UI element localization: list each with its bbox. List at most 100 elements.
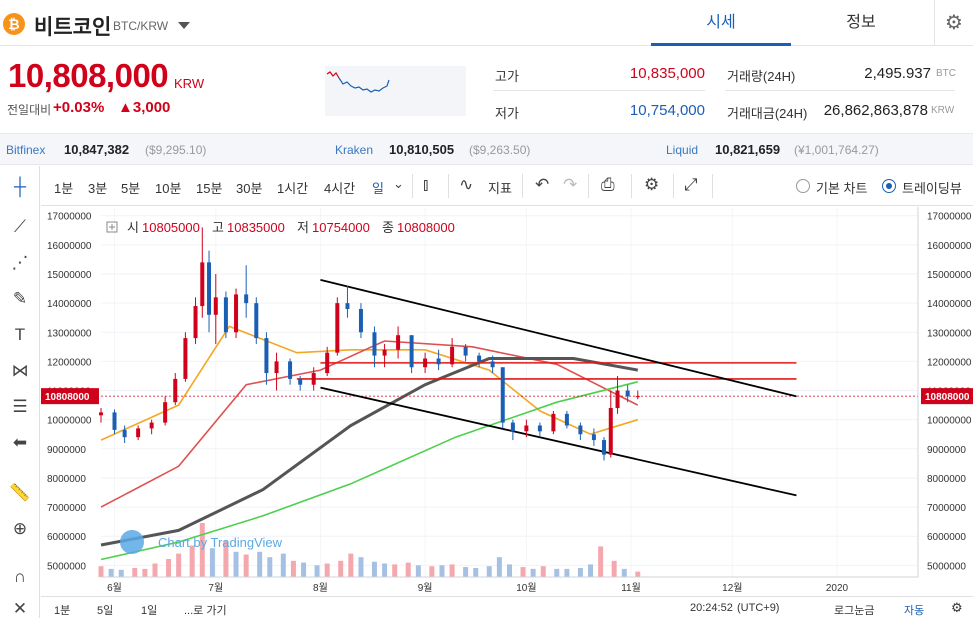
- candle-body: [358, 308, 363, 333]
- volume-bar: [257, 551, 263, 577]
- range-button[interactable]: 5일: [97, 605, 114, 617]
- volume-bar: [223, 541, 229, 577]
- timezone[interactable]: (UTC+9): [737, 602, 780, 614]
- volume-bar: [382, 563, 388, 577]
- indicator-button[interactable]: 지표: [488, 181, 512, 196]
- candlestick-icon[interactable]: ⫾: [423, 175, 429, 194]
- collapse-legend-icon[interactable]: [106, 221, 118, 233]
- trend-line-icon[interactable]: ⟋: [14, 217, 26, 236]
- y-tick-label-right: 17000000: [927, 212, 972, 223]
- range-button[interactable]: 1일: [141, 605, 158, 617]
- coin-pair[interactable]: BTC/KRW: [113, 19, 169, 33]
- candle-body: [524, 425, 529, 432]
- moving-average-line: [100, 340, 639, 508]
- y-tick-label-left: 17000000: [47, 212, 92, 223]
- auto-scale-button[interactable]: 자동: [904, 605, 925, 617]
- candle-body: [602, 440, 607, 455]
- volume-bar: [152, 563, 158, 577]
- candles: [99, 227, 640, 461]
- y-tick-label-left: 12000000: [47, 357, 92, 368]
- exchange-name[interactable]: Liquid: [666, 143, 699, 157]
- toolbar-divider: [673, 174, 674, 198]
- volume-bar: [621, 568, 627, 577]
- candle-body: [200, 262, 205, 307]
- candle-body: [372, 332, 377, 356]
- y-tick-label-right: 13000000: [927, 328, 972, 339]
- x-tick-label: 12월: [722, 582, 742, 594]
- candle-body: [244, 294, 249, 304]
- coin-name[interactable]: 비트코인: [34, 16, 112, 39]
- x-tick-label: 6월: [107, 582, 122, 594]
- exchange-price: 10,847,382: [64, 142, 130, 157]
- tab-price[interactable]: 시세: [651, 0, 791, 46]
- candle-body: [345, 303, 350, 309]
- candle-body: [635, 396, 640, 398]
- tradingview-radio[interactable]: [882, 179, 896, 193]
- redo-icon[interactable]: ↷: [563, 175, 578, 194]
- ruler-icon[interactable]: 📏: [9, 483, 31, 502]
- candle-body: [423, 358, 428, 368]
- basic-chart-label[interactable]: 기본 차트: [816, 181, 868, 196]
- low-label: 저: [297, 220, 309, 235]
- basic-chart-radio[interactable]: [796, 179, 810, 193]
- trend-line: [320, 386, 797, 497]
- candle-body: [288, 361, 293, 379]
- timeframe-10m[interactable]: 10분: [155, 181, 182, 196]
- log-scale-button[interactable]: 로그눈금: [834, 605, 875, 617]
- volume-bar: [392, 564, 398, 577]
- candle-body: [122, 429, 127, 438]
- timeframe-4h[interactable]: 4시간: [324, 181, 356, 196]
- fib-icon[interactable]: ☰: [12, 397, 28, 416]
- hide-drawings-icon[interactable]: ✕: [12, 599, 28, 618]
- turnover-value: 26,862,863,878: [823, 102, 928, 119]
- tab-info[interactable]: 정보: [846, 14, 876, 31]
- y-tick-label-left: 9000000: [47, 445, 86, 456]
- pattern-icon[interactable]: ⋈: [11, 361, 29, 380]
- undo-icon[interactable]: ↶: [535, 175, 550, 194]
- camera-icon[interactable]: ⎙: [601, 175, 615, 194]
- volume-bar: [564, 568, 570, 577]
- magnet-icon[interactable]: ∩: [13, 567, 27, 586]
- settings-icon[interactable]: ⚙: [644, 175, 660, 194]
- chevron-down-icon[interactable]: ⌄: [393, 176, 404, 191]
- indicator-icon[interactable]: ∿: [459, 175, 474, 194]
- volume-bar: [243, 554, 249, 577]
- text-tool-icon[interactable]: T: [14, 325, 26, 344]
- volume-bar: [199, 523, 205, 577]
- fullscreen-icon[interactable]: ⤢: [684, 175, 698, 194]
- timeframe-1m[interactable]: 1분: [54, 181, 74, 196]
- fork-icon[interactable]: ⋰: [11, 253, 29, 272]
- volume-bar: [540, 566, 546, 577]
- tradingview-label[interactable]: 트레이딩뷰: [902, 181, 962, 196]
- timeframe-30m[interactable]: 30분: [236, 181, 263, 196]
- volume-bar: [371, 561, 377, 577]
- timeframe-3m[interactable]: 3분: [88, 181, 108, 196]
- high-value: 10,835,000: [629, 65, 705, 82]
- last-price-label-right: 10808000: [925, 392, 970, 403]
- goto-date-button[interactable]: ...로 가기: [184, 605, 227, 617]
- chevron-down-icon[interactable]: [178, 22, 190, 29]
- zoom-icon[interactable]: ⊕: [12, 519, 28, 538]
- candle-body: [615, 390, 620, 409]
- volume-bar: [338, 560, 344, 577]
- exchange-name[interactable]: Bitfinex: [6, 143, 46, 157]
- moving-average-line: [100, 357, 639, 547]
- high-label: 고: [212, 220, 224, 235]
- brush-icon[interactable]: ✎: [12, 289, 28, 308]
- exchange-name[interactable]: Kraken: [335, 143, 374, 157]
- chart-settings-icon[interactable]: ⚙: [951, 600, 963, 615]
- range-button[interactable]: 1분: [54, 605, 71, 617]
- volume-bar: [520, 567, 526, 577]
- timeframe-1h[interactable]: 1시간: [277, 181, 309, 196]
- arrow-left-icon[interactable]: ⬅: [12, 433, 28, 452]
- gear-icon[interactable]: ⚙: [934, 0, 973, 46]
- price-chart[interactable]: 17000000 17000000 16000000 16000000 15000000…: [41, 207, 973, 596]
- timeframe-5m[interactable]: 5분: [121, 181, 141, 196]
- exchange-foreign-price: (¥1,001,764.27): [794, 143, 879, 157]
- volume-bar: [142, 568, 148, 577]
- timeframe-15m[interactable]: 15분: [196, 181, 223, 196]
- candle-body: [254, 303, 259, 339]
- ohlc-legend: 시 10805000 고 10835000 저 10754000 종 10808…: [106, 220, 455, 235]
- timeframe-1d[interactable]: 일: [372, 181, 384, 196]
- crosshair-icon[interactable]: ┼: [13, 177, 27, 196]
